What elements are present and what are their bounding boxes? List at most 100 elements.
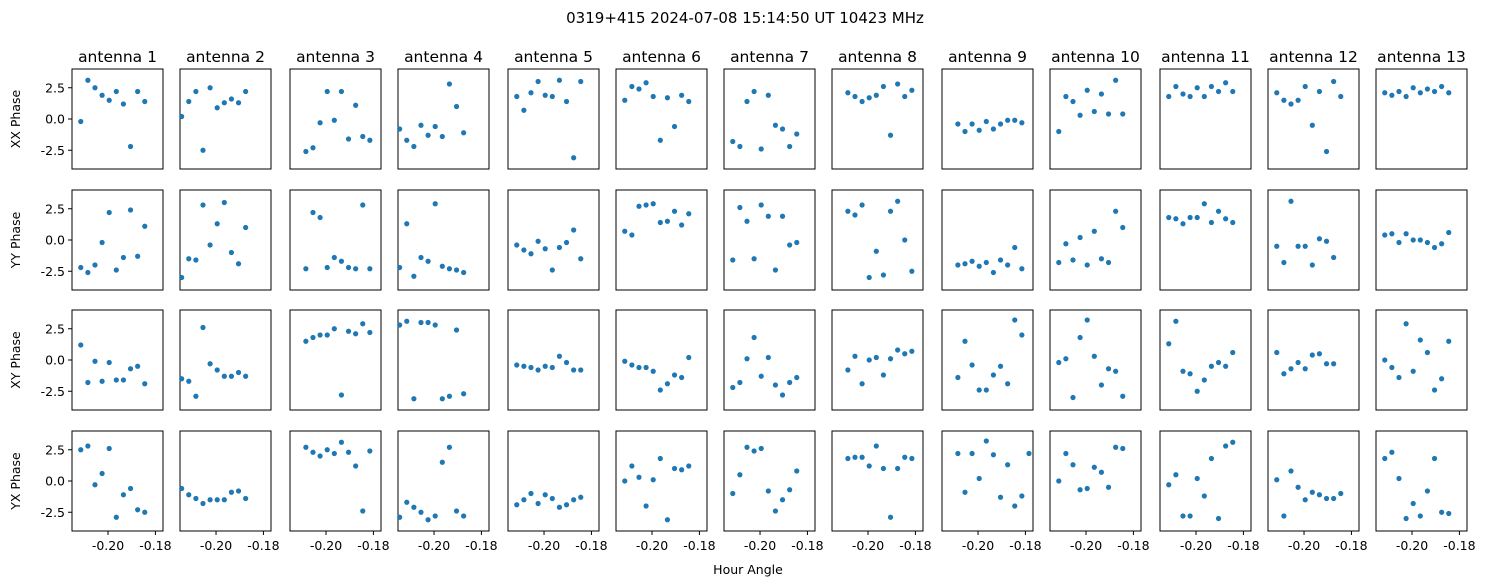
y-axis-label: XY Phase <box>8 331 23 389</box>
data-point <box>997 257 1004 263</box>
data-point <box>92 358 98 364</box>
data-point <box>744 444 750 450</box>
data-point <box>1120 111 1126 117</box>
antenna-column-8: antenna 8 -0.20 -0.18 <box>831 48 932 553</box>
data-point <box>535 500 541 507</box>
data-point <box>1288 198 1294 204</box>
data-point <box>324 88 330 95</box>
data-point <box>1194 475 1200 482</box>
data-point <box>1215 359 1222 366</box>
data-point <box>1417 337 1423 343</box>
data-point <box>461 391 467 397</box>
axes-frame <box>1375 68 1468 170</box>
data-point <box>563 98 570 105</box>
data-point <box>758 445 764 452</box>
x-tick-label: -0.20 <box>92 538 124 553</box>
data-point <box>99 378 105 384</box>
data-point <box>1012 244 1018 251</box>
axes-frame <box>615 430 708 532</box>
data-point <box>664 381 671 387</box>
panel-xx-phase-antenna-10 <box>1049 68 1142 170</box>
data-point <box>331 254 337 261</box>
data-point <box>200 202 206 208</box>
data-point <box>1187 371 1193 377</box>
data-point <box>902 237 908 243</box>
axes-frame <box>615 309 708 411</box>
data-point <box>214 367 220 373</box>
data-point <box>962 261 968 267</box>
data-point <box>866 357 872 363</box>
data-point <box>303 444 309 450</box>
data-point <box>1201 93 1207 100</box>
data-point <box>1166 214 1172 221</box>
data-point <box>772 267 779 273</box>
x-tick-label: -0.18 <box>465 538 497 553</box>
data-point <box>887 356 894 362</box>
data-point <box>1208 219 1215 226</box>
data-point <box>1113 444 1119 450</box>
data-point <box>794 374 800 381</box>
data-point <box>1382 357 1388 363</box>
data-point <box>955 450 961 457</box>
data-point <box>446 393 453 399</box>
data-point <box>542 363 548 369</box>
data-point <box>514 502 520 508</box>
data-point <box>657 387 663 393</box>
data-point <box>1194 85 1200 91</box>
data-point <box>1084 262 1090 268</box>
data-point <box>643 202 649 208</box>
data-point <box>135 88 141 95</box>
data-point <box>338 392 345 398</box>
data-point <box>779 126 786 132</box>
axes-frame <box>1159 430 1252 532</box>
data-point <box>737 379 743 386</box>
panel-title: antenna 2 <box>186 48 265 66</box>
data-point <box>1323 361 1330 367</box>
data-point <box>1295 359 1301 366</box>
data-point <box>902 351 908 357</box>
data-point <box>1005 381 1011 387</box>
panel-xx-phase-antenna-7 <box>723 68 816 170</box>
data-point <box>650 477 656 483</box>
y-tick-label: 2.5 <box>45 80 65 95</box>
data-point <box>895 465 901 472</box>
data-point <box>1056 359 1062 366</box>
axes-frame <box>831 189 924 291</box>
antenna-column-2: antenna 2 -0.20 -0.18 <box>179 48 280 553</box>
panel-title: antenna 13 <box>1377 48 1466 66</box>
data-point <box>214 221 220 227</box>
data-point <box>1439 241 1445 247</box>
data-point <box>1223 216 1229 222</box>
panel-xx-phase-antenna-5 <box>507 68 600 170</box>
data-point <box>331 450 337 457</box>
panel-yy-phase-antenna-1: 2.5 0.0 -2.5 YY Phase <box>8 189 164 291</box>
data-point <box>1302 497 1308 503</box>
data-point <box>571 155 577 161</box>
data-point <box>1288 101 1294 107</box>
data-point <box>1410 237 1416 243</box>
data-point <box>650 201 656 207</box>
data-point <box>1323 238 1330 244</box>
antenna-column-7: antenna 7 -0.20 -0.18 <box>723 48 824 553</box>
data-point <box>758 373 764 379</box>
data-point <box>772 508 779 514</box>
data-point <box>1389 364 1395 371</box>
data-point <box>186 98 192 105</box>
data-point <box>243 373 249 379</box>
data-point <box>120 101 127 107</box>
data-point <box>106 209 112 216</box>
data-point <box>200 500 206 507</box>
data-point <box>1424 86 1431 92</box>
panel-xx-phase-antenna-6 <box>615 68 708 170</box>
data-point <box>1019 493 1025 499</box>
y-tick-label: 0.0 <box>45 353 65 368</box>
x-tick-label: -0.18 <box>1335 538 1367 553</box>
data-point <box>397 126 403 132</box>
data-point <box>1389 92 1395 98</box>
axes-frame <box>1049 430 1142 532</box>
data-point <box>1274 90 1280 96</box>
axes-frame <box>831 309 924 411</box>
x-tick-label: -0.20 <box>310 538 342 553</box>
data-point <box>235 261 242 267</box>
panel-yy-phase-antenna-13 <box>1375 189 1468 291</box>
